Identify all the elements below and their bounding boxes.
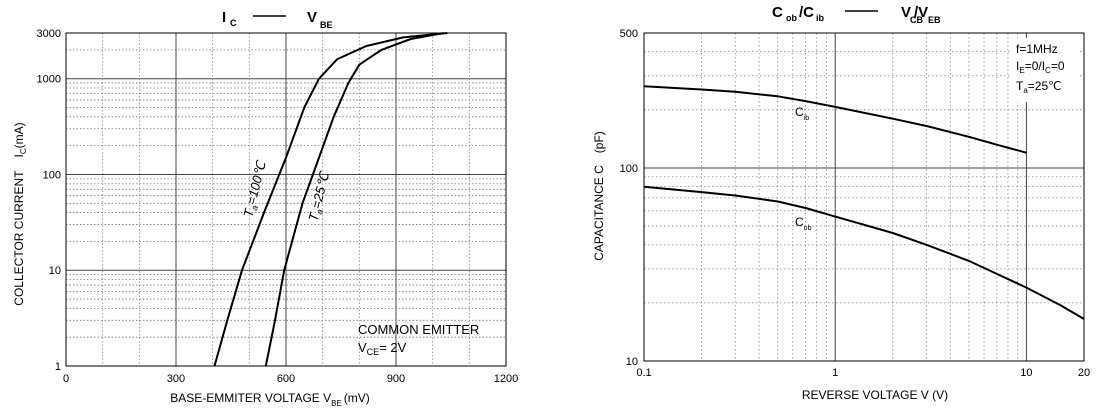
right-title-veb-sub: EB [928,15,941,25]
condition-freq: f=1MHz [1016,42,1058,56]
left-title-vbe: V [307,9,317,26]
left-ylabel-text: COLLECTOR CURRENT IC(mA) [12,122,28,305]
left-xlabel-text: BASE-EMMITER VOLTAGE VBE (mV) [170,391,370,408]
left-title-ic: I [222,9,226,26]
right-title-cob-sub: ob [786,13,797,23]
right-y-tick-label: 100 [620,163,638,175]
right-ticks: 0.1 1 10 20 10 100 500 [620,28,1090,379]
left-ticks: 1 10 100 1000 3000 0 300 600 900 1200 [37,28,519,385]
right-title: C ob /C ib V CB /V EB [772,4,941,25]
left-plot-frame [65,32,507,367]
left-y-tick-label: 3000 [37,28,61,40]
right-title-vcb-sub: CB [910,15,923,25]
left-x-tick-label: 0 [63,373,69,385]
series-label-ta100: Ta=100℃ [240,159,271,220]
right-title-veb: /V [914,4,928,21]
left-title-ic-sub: C [230,18,237,28]
left-y-tick-label: 10 [49,265,61,277]
left-title: I C V BE [222,9,333,30]
right-series-line-0 [643,85,1027,154]
left-y-tick-label: 1 [55,361,61,373]
right-title-vcb: V [901,4,911,21]
right-x-tick-label: 20 [1078,367,1090,379]
right-grid [644,33,1084,361]
left-series-line-1 [264,32,444,367]
right-title-cib-sub: ib [816,13,825,23]
right-series [643,85,1085,320]
right-y-tick-label: 500 [620,28,638,40]
series-label-cib: Cib [795,105,809,122]
condition-temp: Ta=25℃ [1016,79,1062,95]
left-x-tick-label: 1200 [494,373,518,385]
left-series [213,32,448,367]
right-title-cob: C [772,4,783,21]
left-series-line-0 [213,32,448,367]
conditions-text: f=1MHz IE=0/IC=0 Ta=25℃ [1016,42,1065,95]
chart-c-v: C ob /C ib V CB /V EB 0.1 1 10 20 10 100 500 C… [592,4,1090,402]
right-x-tick-label: 0.1 [636,367,651,379]
left-y-tick-label: 1000 [37,74,61,86]
annotation-common-emitter: COMMON EMITTER [358,322,479,337]
right-ylabel-text: CAPACITANCE C(pF) [592,131,606,261]
left-x-tick-label: 600 [277,373,295,385]
right-series-line-1 [643,185,1085,320]
left-y-tick-label: 100 [43,169,61,181]
right-y-tick-label: 10 [626,356,638,368]
left-grid [66,32,506,366]
left-x-tick-label: 900 [387,373,405,385]
chart-ic-vbe: I C V BE 1 10 100 1000 3000 0 300 600 900 1200 CO… [12,9,518,408]
conditions-box [1012,38,1080,102]
right-plot-frame [643,32,1085,362]
annotation-vce: VCE= 2V [358,340,407,357]
right-y-axis-label: CAPACITANCE C(pF) [592,131,606,261]
left-x-tick-label: 300 [167,373,185,385]
left-y-axis-label: COLLECTOR CURRENT IC(mA) [12,122,28,305]
left-annotation: COMMON EMITTER VCE= 2V [358,322,479,357]
right-x-tick-label: 1 [832,367,838,379]
series-label-ta25: Ta=25℃ [305,170,334,224]
left-title-vbe-sub: BE [320,20,333,30]
series-label-cob: Cob [795,215,812,232]
right-title-cib: /C [799,4,814,21]
condition-bias: IE=0/IC=0 [1016,59,1065,75]
right-x-tick-label: 10 [1020,367,1032,379]
right-xlabel-text: REVERSE VOLTAGE V (V) [802,388,948,402]
